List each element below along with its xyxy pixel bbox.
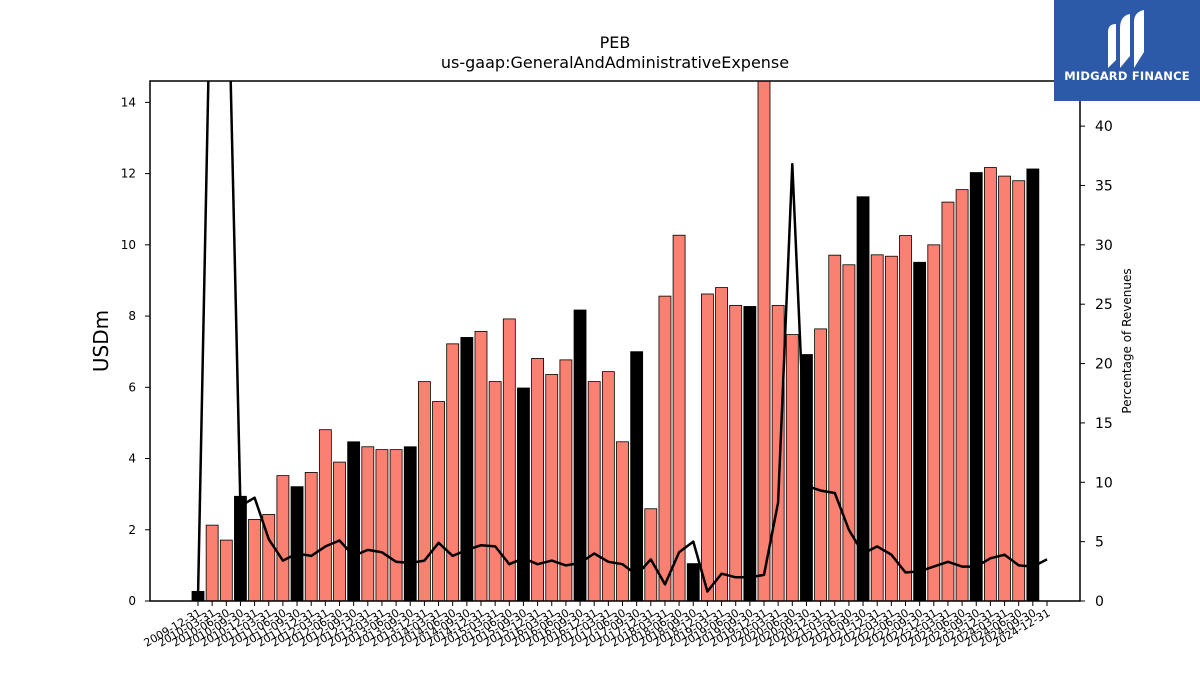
bar-2010-12-31: [248, 519, 262, 602]
bar-2024-09-30: [1026, 168, 1040, 602]
y2-tick-label: 0: [1095, 594, 1104, 610]
bar-2022-03-31: [884, 255, 898, 602]
y2-tick-label: 35: [1095, 178, 1113, 194]
bar-2013-06-30: [389, 449, 403, 602]
y2-tick-label: 15: [1095, 416, 1113, 432]
bar-2021-09-30: [856, 196, 870, 602]
plot-frame: [149, 80, 1081, 602]
y2-tick-label: 10: [1095, 475, 1113, 491]
bar-2013-12-31: [417, 381, 431, 602]
bar-2022-12-31: [927, 244, 941, 602]
bar-2016-12-31: [587, 381, 601, 602]
bar-2023-06-30: [955, 189, 969, 602]
bar-2018-12-31: [701, 293, 714, 602]
y-tick-label: 10: [121, 238, 136, 252]
bar-2018-06-30: [672, 234, 686, 602]
bar-2017-12-31: [644, 508, 658, 602]
y-tick-label: 14: [121, 95, 136, 109]
line-group: [196, 81, 1048, 598]
chart-title: PEB: [600, 33, 631, 52]
bar-2023-03-31: [941, 201, 955, 602]
bar-2018-03-31: [658, 295, 672, 602]
bar-2019-12-31: [757, 80, 771, 602]
bar-2022-09-30: [913, 261, 927, 602]
bar-2016-09-30: [573, 309, 587, 602]
bar-2013-09-30: [403, 446, 417, 602]
midgard-finance-logo: MIDGARD FINANCE: [1054, 0, 1200, 101]
bar-2024-03-31: [998, 175, 1011, 602]
bar-2019-09-30: [743, 306, 757, 602]
y2-axis-label: Percentage of Revenues: [1120, 268, 1134, 413]
bar-2014-09-30: [460, 337, 474, 602]
midgard-logo-icon: [1108, 10, 1144, 68]
bar-2014-06-30: [446, 343, 460, 602]
bar-2010-03-31: [205, 524, 219, 602]
bar-2018-09-30: [686, 563, 700, 602]
bar-2011-06-30: [276, 475, 290, 602]
y-axis-label: USDm: [89, 310, 113, 372]
y-tick-label: 2: [128, 523, 136, 537]
bar-2023-09-30: [969, 172, 983, 602]
bar-2019-06-30: [729, 304, 743, 602]
bar-2020-12-31: [814, 328, 827, 602]
bar-2024-06-30: [1012, 180, 1026, 602]
y-tick-label: 8: [128, 309, 136, 323]
bar-2011-12-31: [304, 472, 318, 602]
y-tick-label: 12: [121, 167, 136, 181]
bar-2012-09-30: [347, 441, 361, 602]
bar-2012-12-31: [361, 446, 375, 602]
x-axis-ticks: 2009-12-312010-03-312010-06-302010-09-30…: [142, 601, 1053, 650]
bar-2017-06-30: [616, 441, 629, 602]
y2-tick-label: 40: [1095, 119, 1113, 135]
y-tick-label: 4: [128, 452, 136, 466]
bar-2019-03-31: [715, 287, 728, 602]
bar-2013-03-31: [375, 449, 389, 602]
bar-2014-12-31: [474, 330, 488, 602]
left-axis-ticks: 0 2 4 6 8 10 12 14: [121, 95, 150, 608]
bar-2016-03-31: [545, 374, 559, 602]
bar-2012-06-30: [333, 461, 346, 602]
bar-2021-06-30: [842, 264, 856, 602]
y2-tick-label: 30: [1095, 238, 1113, 254]
bar-2015-09-30: [517, 387, 530, 602]
bar-2017-03-31: [601, 371, 615, 602]
bar-2015-03-31: [488, 381, 502, 602]
percentage-line: [196, 81, 1048, 598]
logo-text: MIDGARD FINANCE: [1064, 69, 1190, 83]
right-axis-ticks: 0 5 10 15 20 25 30 35 40: [1080, 119, 1113, 610]
bar-2017-09-30: [630, 351, 644, 602]
y2-tick-label: 20: [1095, 357, 1113, 373]
bar-2021-03-31: [828, 254, 842, 602]
chart-subtitle: us-gaap:GeneralAndAdministrativeExpense: [441, 53, 789, 72]
y2-tick-label: 5: [1095, 535, 1104, 551]
bar-2012-03-31: [318, 429, 332, 602]
bar-2023-12-31: [984, 167, 997, 602]
bar-2020-03-31: [771, 304, 785, 602]
y-tick-label: 6: [128, 380, 136, 394]
bar-2010-09-30: [234, 495, 247, 602]
bar-2020-06-30: [785, 334, 799, 602]
bar-2010-06-30: [219, 539, 233, 602]
bar-2011-09-30: [290, 486, 304, 602]
y-tick-label: 0: [128, 594, 136, 608]
bar-group: [191, 80, 1040, 602]
bar-2014-03-31: [432, 401, 445, 602]
y2-tick-label: 25: [1095, 297, 1113, 313]
bar-2022-06-30: [899, 235, 912, 602]
